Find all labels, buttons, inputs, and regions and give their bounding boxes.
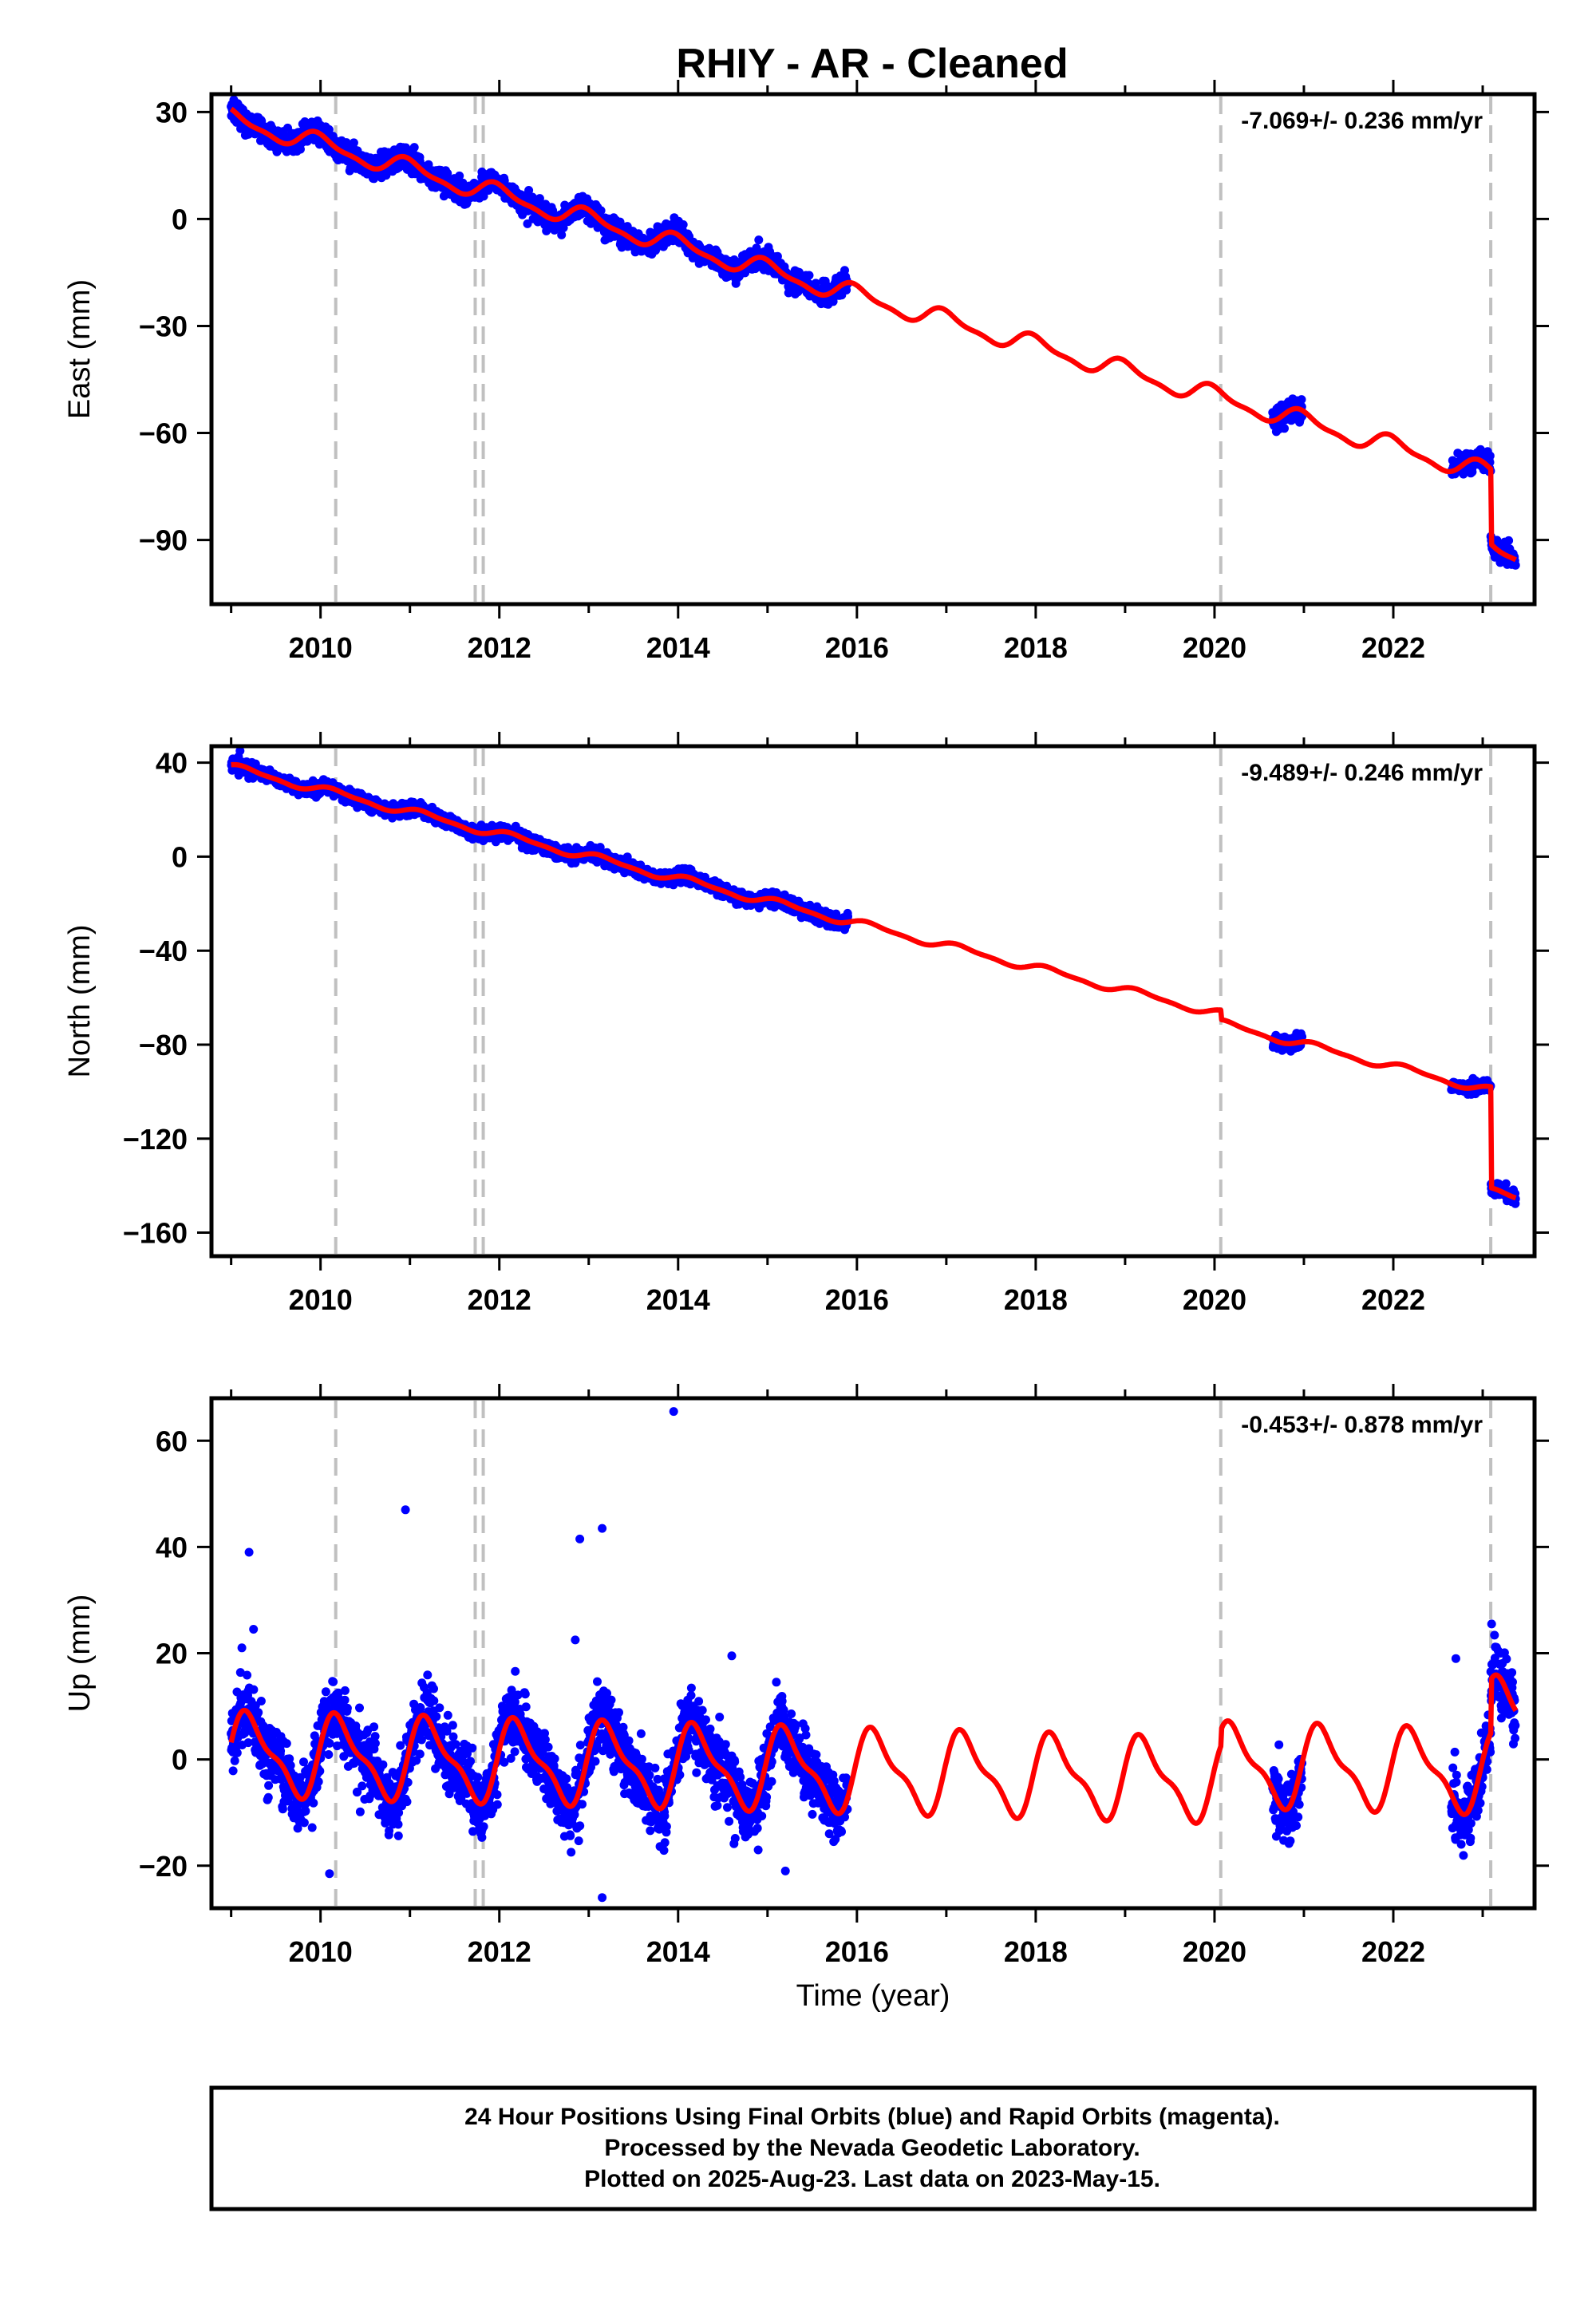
data-point-650 <box>409 143 419 152</box>
x-tick-label-5: 2020 <box>1183 631 1246 664</box>
data-point-901 <box>479 192 488 201</box>
y-axis-label: East (mm) <box>63 279 97 419</box>
y-tick-label-3: −60 <box>139 417 188 450</box>
data-point-1613 <box>678 220 688 229</box>
x-tick-label-4: 2018 <box>1004 631 1068 664</box>
data-point-2235 <box>1280 424 1289 433</box>
data-point-352 <box>324 124 334 134</box>
data-point-701 <box>424 160 433 169</box>
data-point-1062 <box>524 186 534 195</box>
data-point-1877 <box>754 235 764 245</box>
data-point-1183 <box>557 230 567 239</box>
data-point-2525 <box>1511 560 1520 570</box>
model-fit-line <box>229 106 1518 563</box>
data-point-1104 <box>535 194 544 204</box>
x-tick-label-2: 2014 <box>646 631 710 664</box>
east-panel: 2010 2012 2014 2016 2018 2020 2022 30 0 −30 −60 −90… <box>63 80 1549 664</box>
data-point-811 <box>455 171 464 180</box>
north-panel: 2010 2012 2014 2016 2018 2020 2022400−40−80−12… <box>63 732 1549 1316</box>
data-point-1322 <box>596 206 606 215</box>
y-tick-label-2: −30 <box>139 310 188 342</box>
data-point-619 <box>401 143 410 152</box>
figure-title: RHIY - AR - Cleaned <box>676 41 1068 87</box>
data-point-1057 <box>523 219 532 228</box>
x-tick-label-6: 2022 <box>1361 631 1425 664</box>
data-point-2052 <box>804 271 814 280</box>
data-point-2298 <box>1297 395 1306 405</box>
rate-label: -7.069+/- 0.236 mm/yr <box>1241 108 1483 134</box>
x-tick-label-3: 2016 <box>825 631 889 664</box>
data-point-1189 <box>559 223 568 232</box>
data-point-439 <box>349 138 358 148</box>
y-tick-label-4: −90 <box>139 524 188 557</box>
y-tick-label-0: 30 <box>156 96 188 128</box>
data-point-1944 <box>772 251 782 261</box>
data-point-2439 <box>1485 451 1495 460</box>
panel-frame <box>209 92 1537 607</box>
x-tick-label-0: 2010 <box>289 631 353 664</box>
x-tick-label-1: 2012 <box>468 631 531 664</box>
y-tick-label-1: 0 <box>172 203 188 235</box>
data-point-2375 <box>1468 467 1477 476</box>
data-point-2500 <box>1504 536 1514 545</box>
